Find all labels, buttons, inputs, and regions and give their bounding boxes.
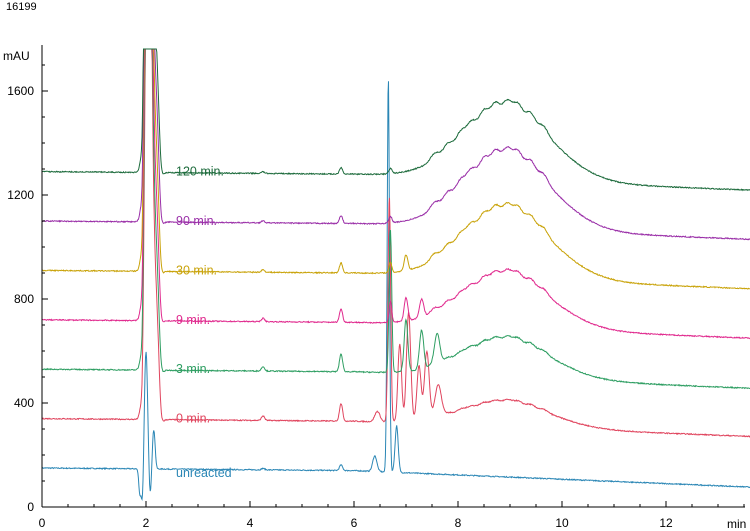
trace-group xyxy=(41,48,750,501)
trace-line-30-min xyxy=(41,48,750,290)
trace-label-3-min: 3 min. xyxy=(176,362,210,376)
trace-label-9-min: 9 min. xyxy=(176,313,210,327)
x-tick-label: 8 xyxy=(455,516,462,530)
y-axis-unit: mAU xyxy=(3,49,30,63)
y-tick-label: 1600 xyxy=(7,84,34,98)
trace-label-unreacted: unreacted xyxy=(176,466,232,480)
axes-group: 0 400 800 1200 1600 0 2 4 6 8 10 12 xyxy=(7,45,745,530)
y-tick-label: 400 xyxy=(14,396,34,410)
y-tick-label: 0 xyxy=(27,500,34,514)
trace-line-3-min xyxy=(41,48,750,390)
x-tick-label: 2 xyxy=(143,516,150,530)
y-tick-label: 800 xyxy=(14,292,34,306)
trace-line-0-min xyxy=(41,48,750,438)
sample-id-text: 16199 xyxy=(6,1,37,13)
trace-line-9-min xyxy=(41,48,750,340)
trace-label-group: unreacted 0 min. 3 min. 9 min. 30 min. 90 min… xyxy=(176,165,232,480)
trace-label-90-min: 90 min. xyxy=(176,214,217,228)
trace-line-unreacted xyxy=(41,81,750,501)
trace-label-30-min: 30 min. xyxy=(176,263,217,277)
trace-label-0-min: 0 min. xyxy=(176,412,210,426)
trace-line-120-min xyxy=(41,48,750,192)
x-tick-label: 4 xyxy=(247,516,254,530)
trace-line-90-min xyxy=(41,48,750,241)
x-tick-label: 6 xyxy=(351,516,358,530)
x-axis-unit: min xyxy=(727,517,746,531)
x-tick-label: 12 xyxy=(659,516,673,530)
trace-label-120-min: 120 min. xyxy=(176,165,224,179)
x-tick-label: 10 xyxy=(555,516,569,530)
x-tick-label: 0 xyxy=(39,516,46,530)
y-tick-label: 1200 xyxy=(7,188,34,202)
